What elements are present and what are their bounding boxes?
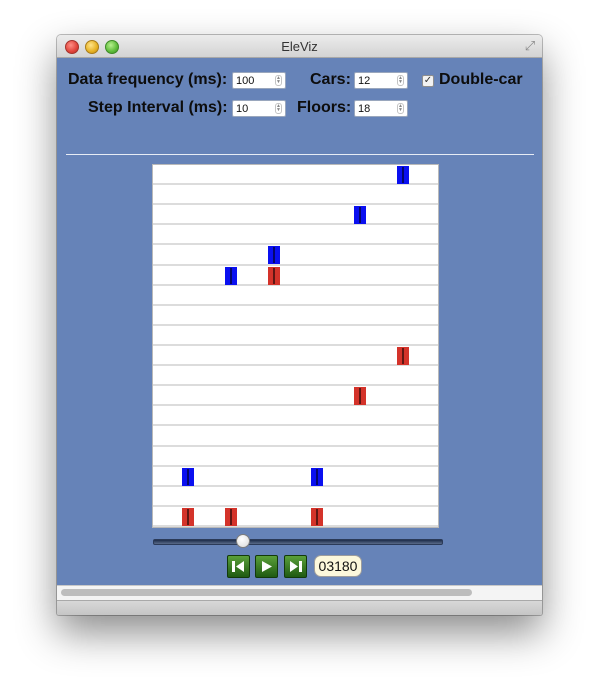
floor-line — [153, 404, 438, 406]
fullscreen-arrows-icon[interactable]: ⤢ — [524, 38, 536, 53]
separator — [66, 154, 534, 155]
floor-line — [153, 243, 438, 245]
floors-stepper-icon[interactable]: ▲ ▼ — [397, 103, 404, 114]
floor-line — [153, 485, 438, 487]
cars-label: Cars: — [310, 71, 351, 88]
step-counter: 03180 — [314, 555, 362, 577]
zoom-window-button[interactable] — [105, 40, 119, 54]
elevator-shaft-view — [152, 164, 439, 528]
floor-line — [153, 183, 438, 185]
step-interval-stepper-icon[interactable]: ▲ ▼ — [275, 103, 282, 114]
elevator-2-upper-car — [225, 267, 237, 285]
elevator-5-lower-car — [354, 387, 366, 405]
minimize-window-button[interactable] — [85, 40, 99, 54]
step-interval-value: 10 — [236, 103, 249, 115]
elevator-2-lower-car — [225, 508, 237, 526]
elevator-6-upper-car — [397, 166, 409, 184]
elevator-6-lower-car — [397, 347, 409, 365]
skip-to-end-icon — [290, 561, 302, 572]
floor-line — [153, 525, 438, 527]
play-icon — [262, 561, 272, 572]
skip-to-start-button[interactable] — [227, 555, 250, 578]
data-frequency-stepper-icon[interactable]: ▲ ▼ — [275, 75, 282, 86]
elevator-1-upper-car — [182, 468, 194, 486]
floor-line — [153, 344, 438, 346]
floors-value: 18 — [358, 103, 371, 115]
floor-line — [153, 203, 438, 205]
play-button[interactable] — [255, 555, 278, 578]
timeline-slider[interactable] — [153, 539, 443, 545]
floor-line — [153, 505, 438, 507]
floor-line — [153, 264, 438, 266]
cars-input[interactable]: 12 ▲ ▼ — [354, 72, 408, 89]
data-frequency-input[interactable]: 100 ▲ ▼ — [232, 72, 286, 89]
floor-line — [153, 384, 438, 386]
floor-line — [153, 304, 438, 306]
elevator-1-lower-car — [182, 508, 194, 526]
step-interval-label: Step Interval (ms): — [88, 99, 228, 116]
floor-line — [153, 465, 438, 467]
elevator-4-upper-car — [311, 468, 323, 486]
close-window-button[interactable] — [65, 40, 79, 54]
floor-line — [153, 284, 438, 286]
floor-line — [153, 324, 438, 326]
title-bar: EleViz ⤢ — [57, 35, 542, 58]
floor-line — [153, 223, 438, 225]
window-title: EleViz — [281, 39, 318, 54]
horizontal-scrollbar[interactable] — [57, 585, 542, 600]
window-bottom-bar — [57, 600, 542, 615]
skip-to-end-button[interactable] — [284, 555, 307, 578]
horizontal-scrollbar-thumb[interactable] — [61, 589, 472, 596]
floor-line — [153, 364, 438, 366]
cars-stepper-icon[interactable]: ▲ ▼ — [397, 75, 404, 86]
floor-line — [153, 424, 438, 426]
floors-input[interactable]: 18 ▲ ▼ — [354, 100, 408, 117]
double-car-label: Double-car — [439, 71, 523, 88]
elevator-3-lower-car — [268, 267, 280, 285]
cars-value: 12 — [358, 75, 371, 87]
timeline-slider-thumb[interactable] — [236, 534, 250, 548]
double-car-checkbox[interactable]: ✓ — [422, 75, 434, 87]
data-frequency-label: Data frequency (ms): — [68, 71, 228, 88]
elevator-4-lower-car — [311, 508, 323, 526]
step-interval-input[interactable]: 10 ▲ ▼ — [232, 100, 286, 117]
elevator-5-upper-car — [354, 206, 366, 224]
skip-to-start-icon — [232, 561, 244, 572]
floors-label: Floors: — [297, 99, 352, 116]
data-frequency-value: 100 — [236, 75, 255, 87]
app-window: EleViz ⤢ Data frequency (ms): 100 ▲ ▼ Car… — [57, 35, 542, 615]
elevator-3-upper-car — [268, 246, 280, 264]
floor-line — [153, 445, 438, 447]
main-panel: Data frequency (ms): 100 ▲ ▼ Cars: 12 ▲ ▼ … — [57, 58, 542, 585]
